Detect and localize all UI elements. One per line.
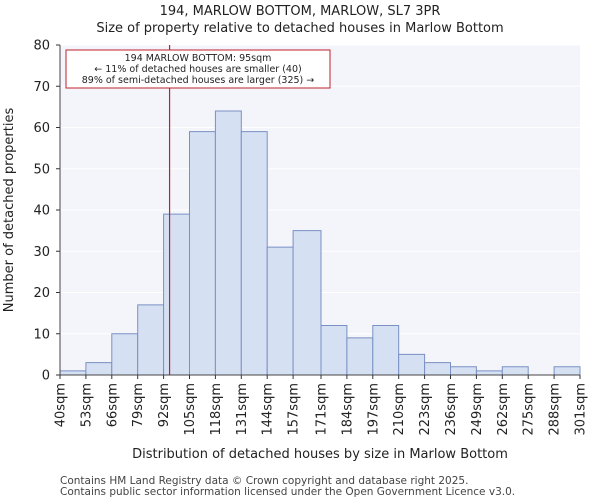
y-tick-label: 50 (33, 162, 50, 177)
y-tick-labels: 0 10 20 30 40 50 60 70 80 (33, 39, 60, 384)
footer-licence: Contains public sector information licen… (60, 486, 516, 498)
x-tick-label: 171sqm (314, 383, 329, 436)
marker-annotation: 194 MARLOW BOTTOM: 95sqm← 11% of detache… (65, 49, 331, 89)
y-tick-label: 80 (33, 39, 50, 54)
histogram-bar (320, 325, 348, 376)
annotation-box (65, 49, 331, 89)
x-tick-label: 144sqm (261, 383, 276, 436)
bar-series (59, 110, 581, 376)
x-tick-label: 210sqm (392, 383, 407, 436)
y-tick-label: 0 (42, 369, 50, 384)
chart-title: 194, MARLOW BOTTOM, MARLOW, SL7 3PR (159, 4, 441, 19)
y-tick-label: 20 (33, 286, 50, 301)
x-tick-label: 301sqm (574, 383, 589, 436)
annotation-line: 194 MARLOW BOTTOM: 95sqm (125, 53, 272, 64)
histogram-bar (240, 131, 268, 376)
histogram-bar (475, 370, 503, 376)
histogram-bar (137, 304, 165, 376)
x-tick-label: 53sqm (79, 383, 94, 427)
histogram-bar (346, 337, 374, 376)
x-tick-label: 157sqm (287, 383, 302, 436)
histogram-bar (292, 230, 322, 376)
x-tick-label: 275sqm (522, 383, 537, 436)
x-tick-label: 249sqm (470, 383, 485, 436)
histogram-bar (553, 366, 581, 376)
x-tick-label: 197sqm (366, 383, 381, 436)
histogram-bar (214, 110, 242, 376)
chart-subtitle: Size of property relative to detached ho… (96, 21, 504, 36)
y-tick-label: 30 (33, 245, 50, 260)
x-tick-label: 92sqm (157, 383, 172, 427)
x-tick-label: 262sqm (496, 383, 511, 436)
x-axis-label: Distribution of detached houses by size … (132, 447, 508, 462)
y-axis-label: Number of detached properties (2, 108, 17, 313)
x-tick-label: 184sqm (340, 383, 355, 436)
histogram-bar (85, 362, 113, 376)
histogram-bar (266, 246, 294, 376)
y-tick-label: 70 (33, 80, 50, 95)
x-tick-label: 40sqm (54, 383, 69, 427)
histogram-bar (449, 366, 477, 376)
histogram-bar (372, 325, 400, 376)
x-tick-label: 131sqm (235, 383, 250, 436)
histogram-bar (424, 362, 451, 376)
annotation-line: 89% of semi-detached houses are larger (… (82, 75, 315, 86)
x-tick-label: 105sqm (183, 383, 198, 436)
annotation-line: ← 11% of detached houses are smaller (40… (94, 64, 301, 75)
x-tick-label: 288sqm (548, 383, 563, 436)
x-tick-label: 66sqm (105, 383, 120, 427)
histogram-bar (59, 370, 87, 376)
histogram-bar (501, 366, 529, 376)
x-tick-label: 79sqm (131, 383, 146, 427)
x-tick-labels: 40sqm 53sqm 66sqm 79sqm 92sqm 105sqm 118sqm 131… (54, 375, 589, 436)
x-tick-label: 223sqm (418, 383, 433, 436)
histogram-bar (163, 213, 191, 376)
x-tick-label: 118sqm (209, 383, 224, 436)
histogram-bar (398, 353, 426, 376)
y-tick-label: 60 (33, 121, 50, 136)
histogram-bar (111, 333, 139, 376)
histogram-bar (189, 131, 216, 376)
y-tick-label: 40 (33, 204, 50, 219)
footer-copyright: Contains HM Land Registry data © Crown c… (60, 475, 469, 487)
x-tick-label: 236sqm (444, 383, 459, 436)
y-tick-label: 10 (33, 327, 50, 342)
